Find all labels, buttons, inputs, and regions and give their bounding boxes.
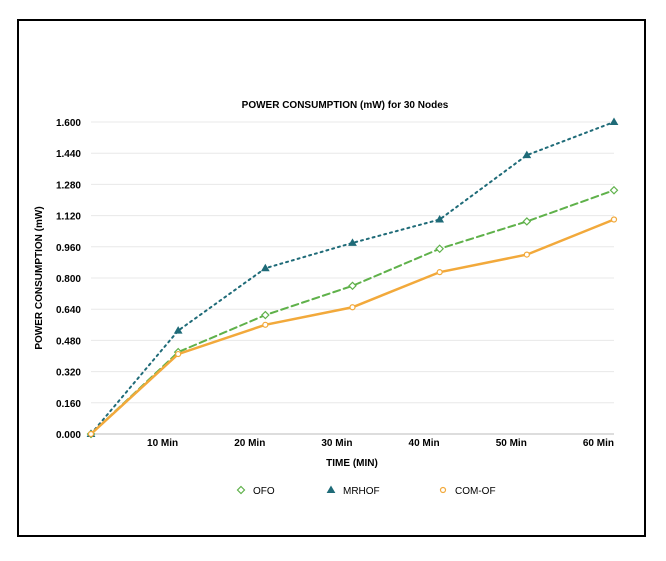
chart-title: POWER CONSUMPTION (mW) for 30 Nodes <box>242 100 449 111</box>
data-point <box>173 326 183 334</box>
legend-item-ofo: OFO <box>236 485 275 497</box>
y-tick-label: 0.640 <box>56 305 81 316</box>
legend-label: OFO <box>253 486 275 497</box>
chart-frame <box>17 19 646 537</box>
x-axis: 10 Min 20 Min 30 Min 40 Min 50 Min 60 Min <box>147 438 614 449</box>
x-tick-label: 30 Min <box>321 438 352 449</box>
legend-item-mrhof: MRHOF <box>326 485 380 497</box>
data-point <box>609 185 619 195</box>
legend: OFO MRHOF COM-OF <box>236 485 496 497</box>
y-tick-label: 0.480 <box>56 336 81 347</box>
x-tick-label: 40 Min <box>409 438 440 449</box>
data-point <box>435 215 445 223</box>
x-tick-label: 10 Min <box>147 438 178 449</box>
data-point <box>523 251 530 258</box>
y-tick-label: 0.960 <box>56 243 81 254</box>
series-line-ofo <box>90 189 615 435</box>
y-tick-label: 0.000 <box>56 430 81 441</box>
y-axis: 0.000 0.160 0.320 0.480 0.640 0.800 0.960 1.120… <box>56 118 81 441</box>
data-point <box>260 310 270 320</box>
y-tick-label: 1.600 <box>56 118 81 129</box>
x-tick-label: 20 Min <box>234 438 265 449</box>
data-point <box>260 263 270 272</box>
x-tick-label: 60 Min <box>583 438 614 449</box>
data-point <box>349 304 356 311</box>
y-axis-title: POWER CONSUMPTION (mW) <box>34 206 45 349</box>
grid <box>91 121 614 435</box>
data-point <box>348 238 357 246</box>
legend-label: MRHOF <box>343 486 380 497</box>
y-tick-label: 0.800 <box>56 274 81 285</box>
legend-label: COM-OF <box>455 486 496 497</box>
x-axis-title: TIME (MIN) <box>326 458 378 469</box>
series-group <box>86 117 619 439</box>
y-tick-label: 1.120 <box>56 212 81 223</box>
series-com-of <box>87 216 618 438</box>
data-point <box>435 244 445 254</box>
data-point <box>522 217 532 226</box>
data-point <box>522 150 532 159</box>
legend-item-com-of: COM-OF <box>439 486 496 497</box>
data-point <box>609 117 619 125</box>
legend-marker <box>326 485 336 493</box>
data-point <box>610 216 618 223</box>
series-ofo <box>86 185 619 439</box>
data-point <box>87 430 95 438</box>
x-tick-label: 50 Min <box>496 438 527 449</box>
legend-marker <box>236 485 246 495</box>
data-point <box>348 281 357 291</box>
y-tick-label: 0.320 <box>56 368 81 379</box>
y-tick-label: 1.440 <box>56 149 81 160</box>
data-point <box>262 321 269 328</box>
data-point <box>436 269 443 276</box>
data-point <box>175 350 182 358</box>
y-tick-label: 1.280 <box>56 180 81 191</box>
legend-marker <box>439 486 447 494</box>
series-line-com-of <box>89 218 616 436</box>
y-tick-label: 0.160 <box>56 399 81 410</box>
